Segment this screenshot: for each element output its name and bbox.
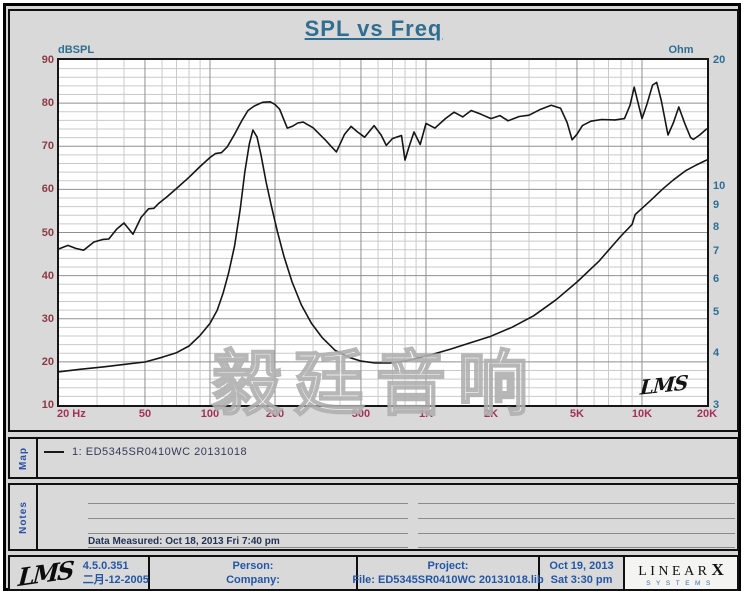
footer-panel: LMS 4.5.0.351 二月-12-2005 Person: Company… [8,554,739,592]
y-right-tick-label: 7 [713,244,720,257]
x-tick-label: 5K [569,408,584,420]
x-tick-label: 20 Hz [57,408,86,420]
impedance-curve [58,129,708,373]
y-right-tick-label: 4 [713,346,720,359]
note-line [88,503,408,504]
map-panel: Map 1: ED5345SR0410WC 20131018 [8,437,739,479]
chart-title: SPL vs Freq [304,16,443,41]
y-left-tick-label: 10 [41,399,54,411]
y-right-tick-label: 3 [713,399,720,411]
footer-person-cell: Person: Company: [150,557,358,589]
x-tick-label: 2K [483,408,499,420]
note-line [88,533,408,534]
y-left-tick-label: 80 [41,97,54,110]
note-line [88,518,408,519]
spl-curve [58,81,708,251]
map-side-label: Map [10,439,38,477]
lms-plot-logo: LMS [639,370,689,400]
y-left-tick-label: 70 [41,140,54,153]
legend-line-swatch [44,451,64,453]
x-tick-label: 20K [696,408,718,420]
legend-row: 1: ED5345SR0410WC 20131018 [44,446,247,458]
linearx-logo: LINEAR X [638,560,724,580]
legend-text: 1: ED5345SR0410WC 20131018 [72,446,248,458]
plot-canvas [58,60,708,405]
footer-date-cell: Oct 19, 2013 Sat 3:30 pm [540,557,625,589]
version-text: 4.5.0.351 [82,560,129,572]
note-line [418,547,735,548]
plot-area [57,58,709,407]
linearx-text: LINEAR [638,563,711,579]
note-line [418,533,735,534]
footer-project-cell: Project: File: ED5345SR0410WC 20131018.l… [352,557,544,589]
project-label: Project: [427,560,469,572]
report-sheet: SPL vs Freq dBSPL Ohm 90 80 70 60 50 40 30 20 10… [3,3,741,592]
lms-footer-logo: LMS [17,554,74,592]
footer-version-cell: LMS 4.5.0.351 二月-12-2005 [10,554,150,592]
data-measured-text: Data Measured: Oct 18, 2013 Fri 7:40 pm [88,536,280,547]
note-line [88,547,408,548]
y-left-tick-label: 30 [41,312,54,325]
map-label-text: Map [17,446,29,470]
y-right-axis-title: Ohm [668,44,694,56]
y-right-tick-label: 8 [713,220,720,233]
file-label: File: ED5345SR0410WC 20131018.lib [352,574,544,586]
x-tick-label: 10K [631,408,653,420]
note-line [418,518,735,519]
person-label: Person: [232,560,274,572]
x-tick-label: 200 [265,408,285,420]
y-left-tick-label: 90 [41,54,54,66]
x-tick-label: 50 [138,408,152,420]
linearx-logo-cell: LINEAR X SYSTEMS [625,557,737,589]
y-left-axis-title: dBSPL [58,44,95,56]
x-tick-label: 1K [418,408,433,420]
y-right-tick-label: 9 [713,199,720,212]
y-left-tick-label: 20 [41,355,54,368]
note-line [418,503,735,504]
y-left-tick-label: 50 [41,226,54,239]
linearx-systems-text: SYSTEMS [646,579,716,587]
y-right-tick-label: 5 [713,306,720,319]
linearx-x: X [711,559,724,579]
company-label: Company: [226,574,280,586]
y-right-tick-label: 20 [713,54,726,66]
version-date: 二月-12-2005 [82,574,149,586]
y-left-tick-label: 60 [41,183,54,196]
x-tick-label: 100 [200,408,220,420]
x-tick-label: 500 [351,408,371,420]
footer-time: Sat 3:30 pm [550,574,613,586]
y-right-tick-label: 6 [713,272,720,285]
map-content: 1: ED5345SR0410WC 20131018 [38,439,737,477]
y-left-tick-label: 40 [41,269,54,282]
chart-panel: SPL vs Freq dBSPL Ohm 90 80 70 60 50 40 30 20 10… [8,9,739,432]
notes-label-text: Notes [17,500,29,534]
notes-side-label: Notes [10,485,38,549]
notes-content: Data Measured: Oct 18, 2013 Fri 7:40 pm [38,485,737,549]
footer-date: Oct 19, 2013 [549,560,614,572]
notes-panel: Notes Data Measured: Oct 18, 2013 Fri 7:… [8,483,739,551]
y-right-tick-label: 10 [713,180,726,193]
